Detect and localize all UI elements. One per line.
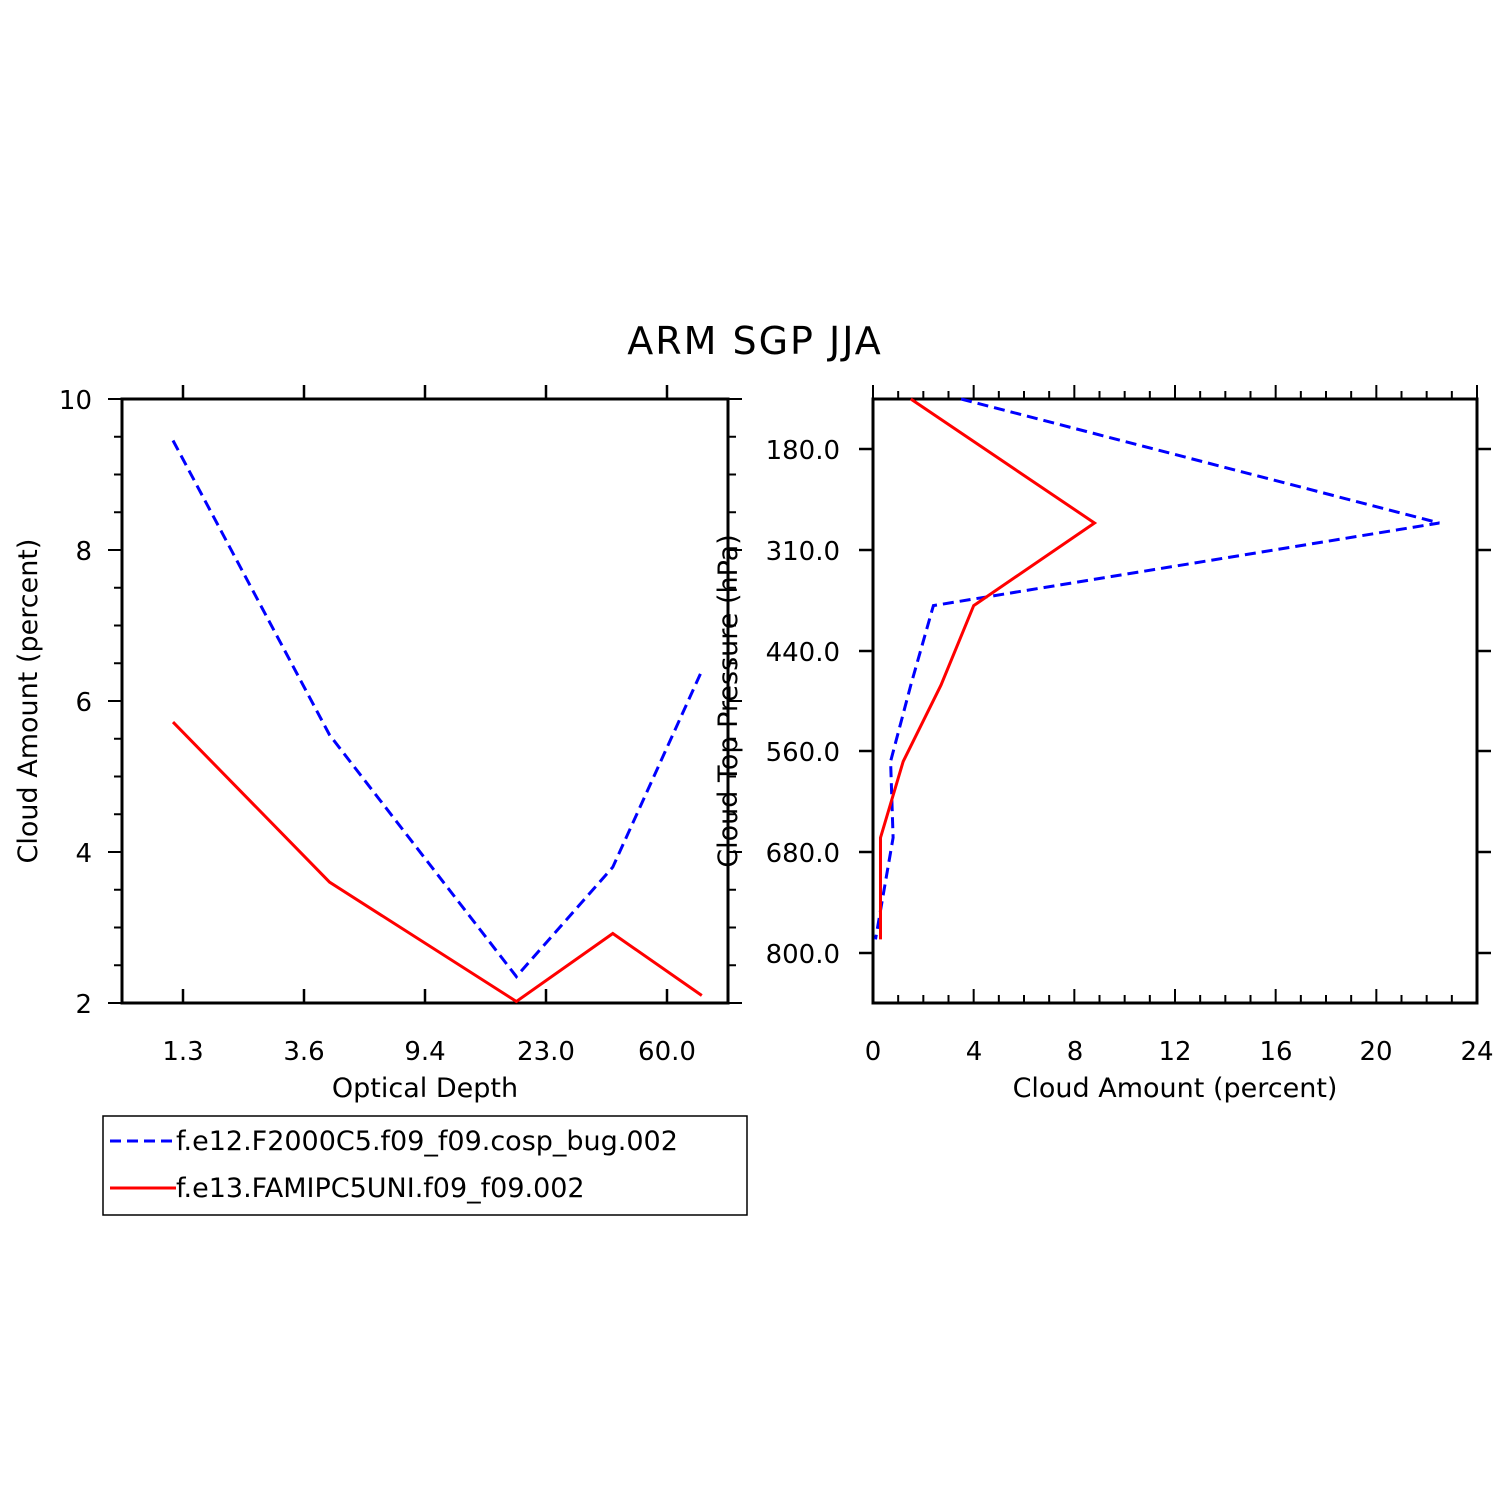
- right-x-tick-label: 24: [1460, 1037, 1493, 1067]
- left-plot-frame: [120, 397, 730, 1005]
- right-y-axis-label: Cloud Top Pressure (hPa): [713, 534, 744, 868]
- left-y-tick-label: 10: [59, 386, 92, 416]
- left-y-tick-labels: 2 4 6 8 10: [59, 386, 92, 1020]
- right-series-line-blue-dashed: [874, 397, 1440, 940]
- left-x-tick-label: 3.6: [283, 1037, 324, 1067]
- chart-title: ARM SGP JJA: [627, 319, 883, 363]
- right-series-line-red-solid: [879, 397, 1098, 940]
- right-x-tick-label: 16: [1259, 1037, 1292, 1067]
- right-y-tick-label: 560.0: [766, 738, 840, 768]
- right-x-axis-label: Cloud Amount (percent): [1013, 1073, 1338, 1104]
- left-y-tick-label: 8: [75, 537, 92, 567]
- legend-label: f.e12.F2000C5.f09_f09.cosp_bug.002: [176, 1126, 678, 1157]
- left-x-tick-label: 1.3: [162, 1037, 203, 1067]
- right-x-tick-label: 20: [1359, 1037, 1392, 1067]
- left-x-tick-label: 9.4: [404, 1037, 445, 1067]
- legend: f.e12.F2000C5.f09_f09.cosp_bug.002 f.e13…: [102, 1115, 748, 1216]
- left-x-tick-label: 23.0: [517, 1037, 575, 1067]
- left-x-axis-label: Optical Depth: [332, 1073, 518, 1104]
- right-x-tick-label: 12: [1158, 1037, 1191, 1067]
- legend-box: [102, 1115, 748, 1216]
- right-y-tick-label: 680.0: [766, 839, 840, 869]
- right-y-tick-label: 800.0: [766, 940, 840, 970]
- left-series-line-blue-dashed: [171, 439, 704, 979]
- cloud-top-pressure-panel: 0 4 8 12 16 20 24 180.0 310.0 440.0 560.…: [713, 385, 1494, 1104]
- legend-label: f.e13.FAMIPC5UNI.f09_f09.002: [176, 1173, 585, 1204]
- left-series-line-red-solid: [171, 721, 703, 1004]
- right-ticks: [859, 385, 1491, 1003]
- right-y-tick-label: 180.0: [766, 436, 840, 466]
- left-y-tick-label: 2: [75, 990, 92, 1020]
- right-y-tick-labels: 180.0 310.0 440.0 560.0 680.0 800.0: [766, 436, 840, 970]
- optical-depth-panel: 1.3 3.6 9.4 23.0 60.0 2 4 6 8 10 Optical…: [13, 385, 742, 1104]
- left-series-lines: [171, 439, 704, 1004]
- left-y-tick-label: 6: [75, 688, 92, 718]
- right-y-tick-label: 310.0: [766, 537, 840, 567]
- left-x-tick-label: 60.0: [638, 1037, 696, 1067]
- left-x-tick-labels: 1.3 3.6 9.4 23.0 60.0: [162, 1037, 696, 1067]
- right-x-tick-label: 8: [1067, 1037, 1084, 1067]
- right-plot-frame: [871, 397, 1479, 1005]
- right-x-tick-label: 0: [865, 1037, 882, 1067]
- right-series-lines: [874, 397, 1440, 940]
- right-x-tick-labels: 0 4 8 12 16 20 24: [865, 1037, 1494, 1067]
- right-y-tick-label: 440.0: [766, 638, 840, 668]
- left-ticks: [108, 385, 742, 1004]
- left-y-axis-label: Cloud Amount (percent): [13, 539, 44, 864]
- left-y-tick-label: 4: [75, 839, 92, 869]
- right-x-tick-label: 4: [966, 1037, 983, 1067]
